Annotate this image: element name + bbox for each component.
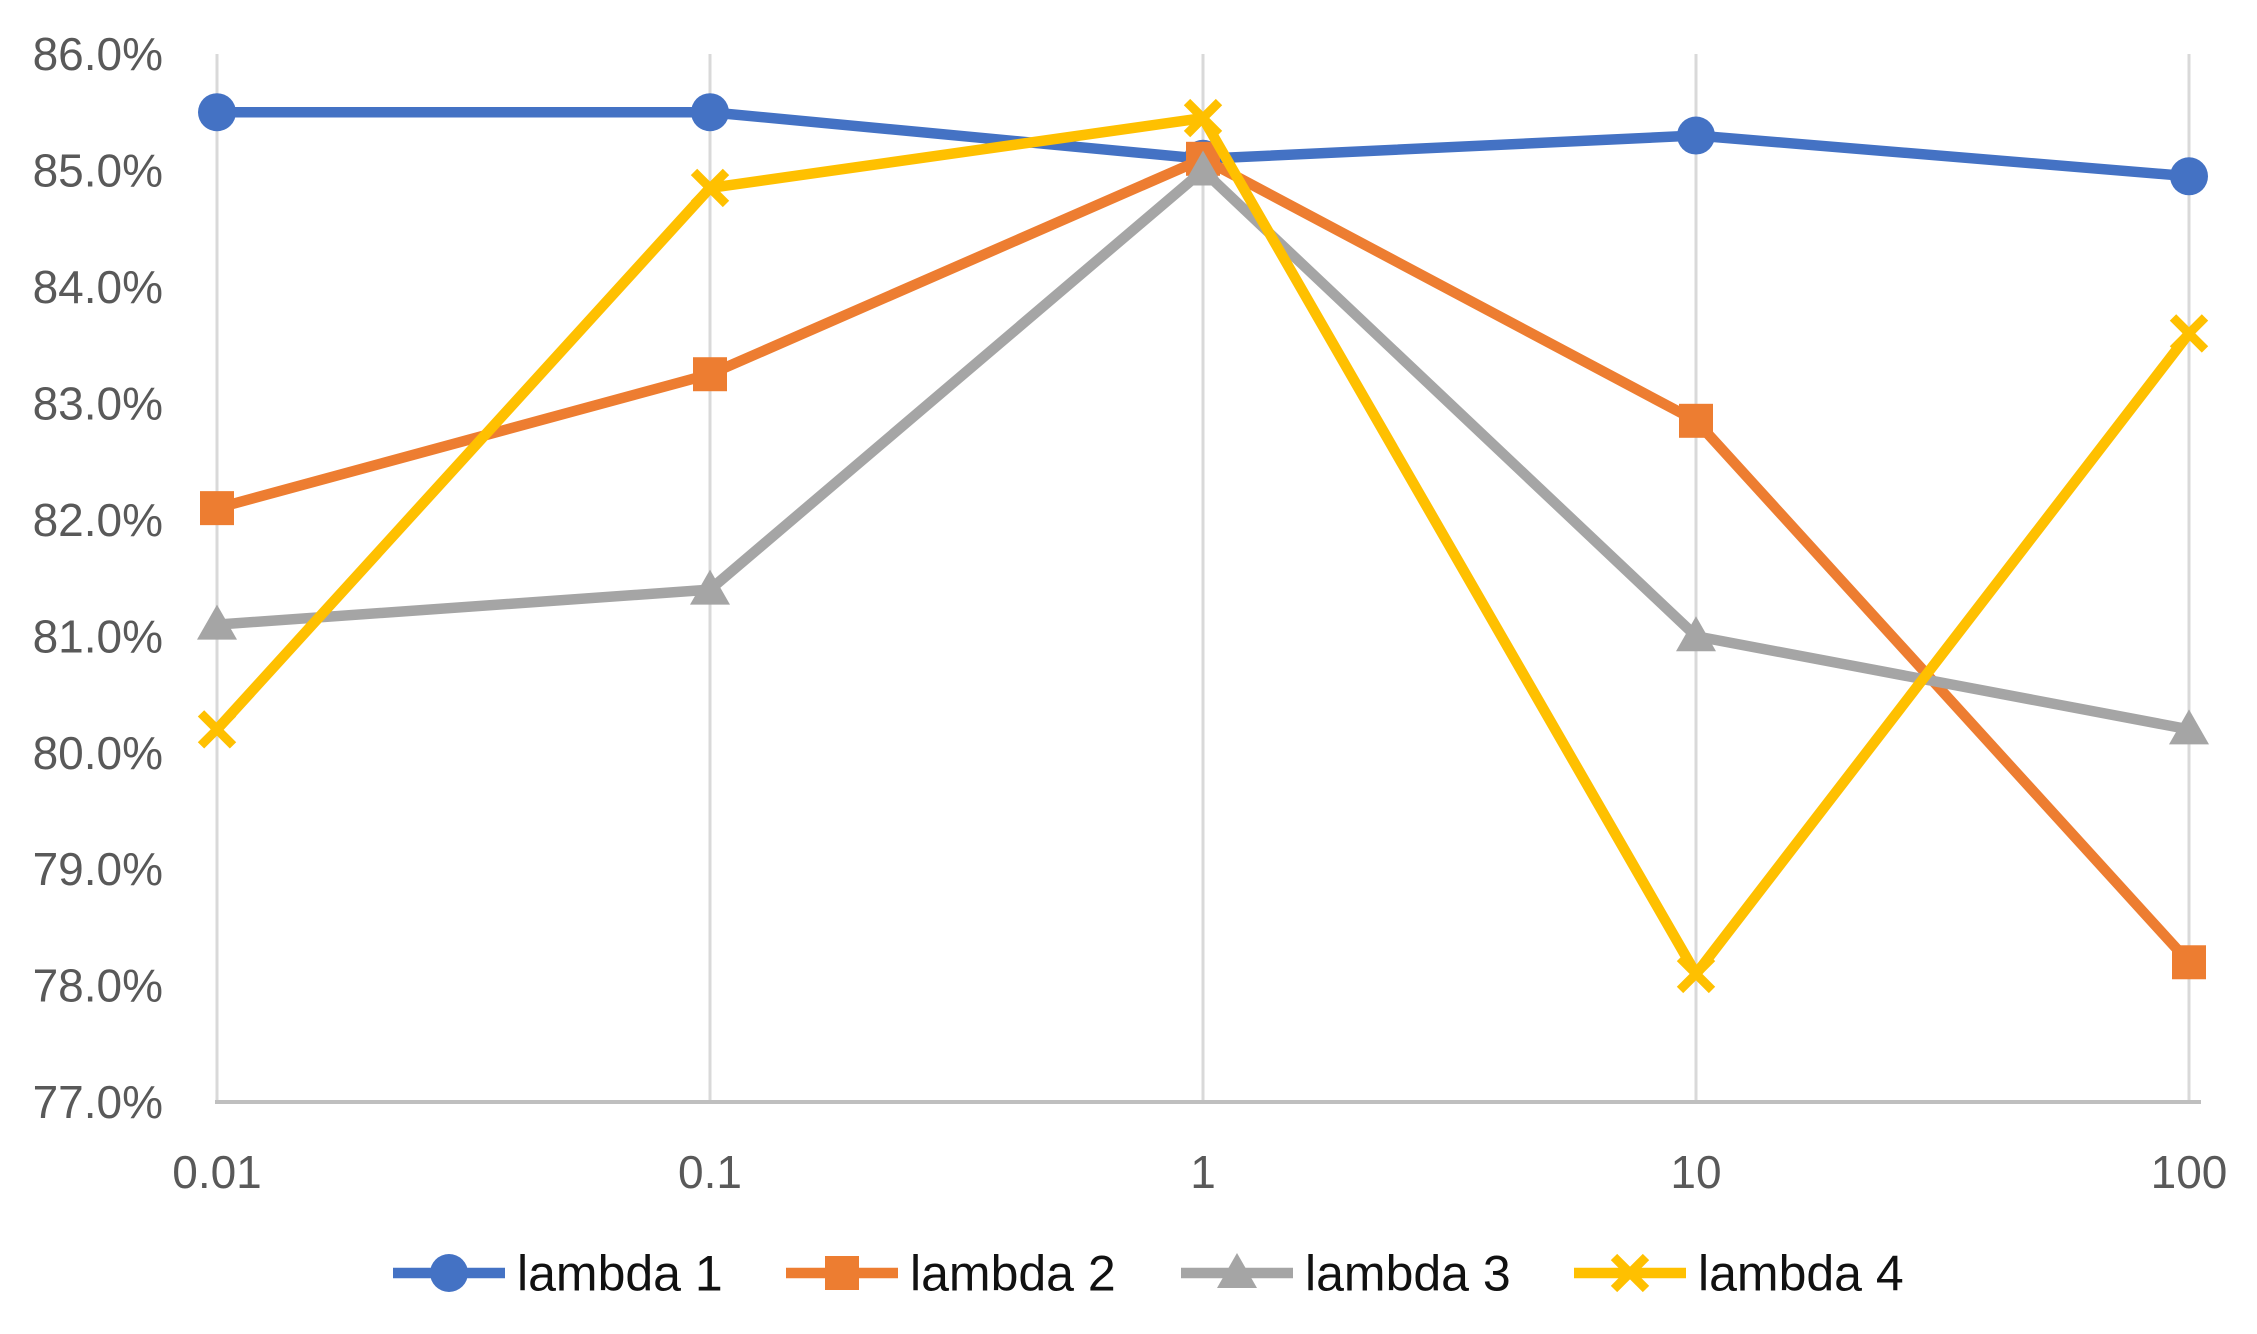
y-tick-label-820: 82.0%	[33, 494, 163, 546]
legend-item-lambda-2: lambda 2	[786, 1246, 1116, 1302]
y-tick-label-790: 79.0%	[33, 843, 163, 895]
y-tick-label-840: 84.0%	[33, 261, 163, 313]
legend-label-lambda-3: lambda 3	[1305, 1246, 1511, 1302]
series-marker-lambda-2-x0.1	[693, 357, 727, 392]
legend-label-lambda-2: lambda 2	[910, 1246, 1116, 1302]
legend-marker-lambda-1	[430, 1254, 468, 1292]
series-marker-lambda-1-x0.01	[198, 93, 236, 132]
y-tick-label-800: 80.0%	[33, 727, 163, 779]
series-marker-lambda-3-x1	[1183, 150, 1223, 186]
series-marker-lambda-4-x10	[1676, 954, 1716, 994]
legend-marker-lambda-3	[1217, 1253, 1257, 1288]
y-tick-label-850: 85.0%	[33, 145, 163, 197]
series-marker-lambda-2-x10	[1679, 403, 1713, 438]
series-marker-lambda-4-x0.1	[690, 168, 730, 208]
x-tick-label-10: 10	[1670, 1146, 1721, 1198]
y-tick-label-860: 86.0%	[33, 28, 163, 80]
series-marker-lambda-2-x0.01	[200, 491, 234, 526]
y-tick-label-810: 81.0%	[33, 610, 163, 662]
legend-marker-lambda-4	[1610, 1253, 1650, 1293]
y-tick-label-770: 77.0%	[33, 1076, 163, 1128]
series-marker-lambda-1-x100	[2170, 157, 2208, 196]
series-marker-lambda-1-x0.1	[691, 93, 729, 132]
series-marker-lambda-4-x1	[1183, 98, 1223, 138]
x-tick-label-100: 100	[2151, 1146, 2228, 1198]
series-marker-lambda-3-x10	[1676, 616, 1716, 652]
series-marker-lambda-4-x0.01	[197, 710, 237, 749]
legend-item-lambda-3: lambda 3	[1181, 1246, 1511, 1302]
series-marker-lambda-3-x0.1	[690, 569, 730, 605]
y-tick-label-780: 78.0%	[33, 960, 163, 1012]
x-tick-label-0.1: 0.1	[678, 1146, 742, 1198]
legend-item-lambda-1: lambda 1	[393, 1246, 723, 1302]
series-marker-lambda-1-x10	[1677, 116, 1715, 155]
series-lambda-3	[197, 150, 2209, 745]
series-marker-lambda-3-x0.01	[197, 604, 237, 640]
legend-item-lambda-4: lambda 4	[1574, 1246, 1904, 1302]
x-tick-label-1: 1	[1190, 1146, 1216, 1198]
y-tick-label-830: 83.0%	[33, 377, 163, 429]
legend-label-lambda-4: lambda 4	[1698, 1246, 1904, 1302]
legend-marker-lambda-2	[825, 1256, 859, 1290]
legend-label-lambda-1: lambda 1	[517, 1246, 723, 1302]
series-marker-lambda-4-x100	[2169, 314, 2209, 353]
series-lambda-4	[197, 98, 2209, 994]
series-marker-lambda-3-x100	[2169, 709, 2209, 745]
series-marker-lambda-2-x100	[2172, 945, 2206, 980]
x-tick-label-0.01: 0.01	[172, 1146, 262, 1198]
